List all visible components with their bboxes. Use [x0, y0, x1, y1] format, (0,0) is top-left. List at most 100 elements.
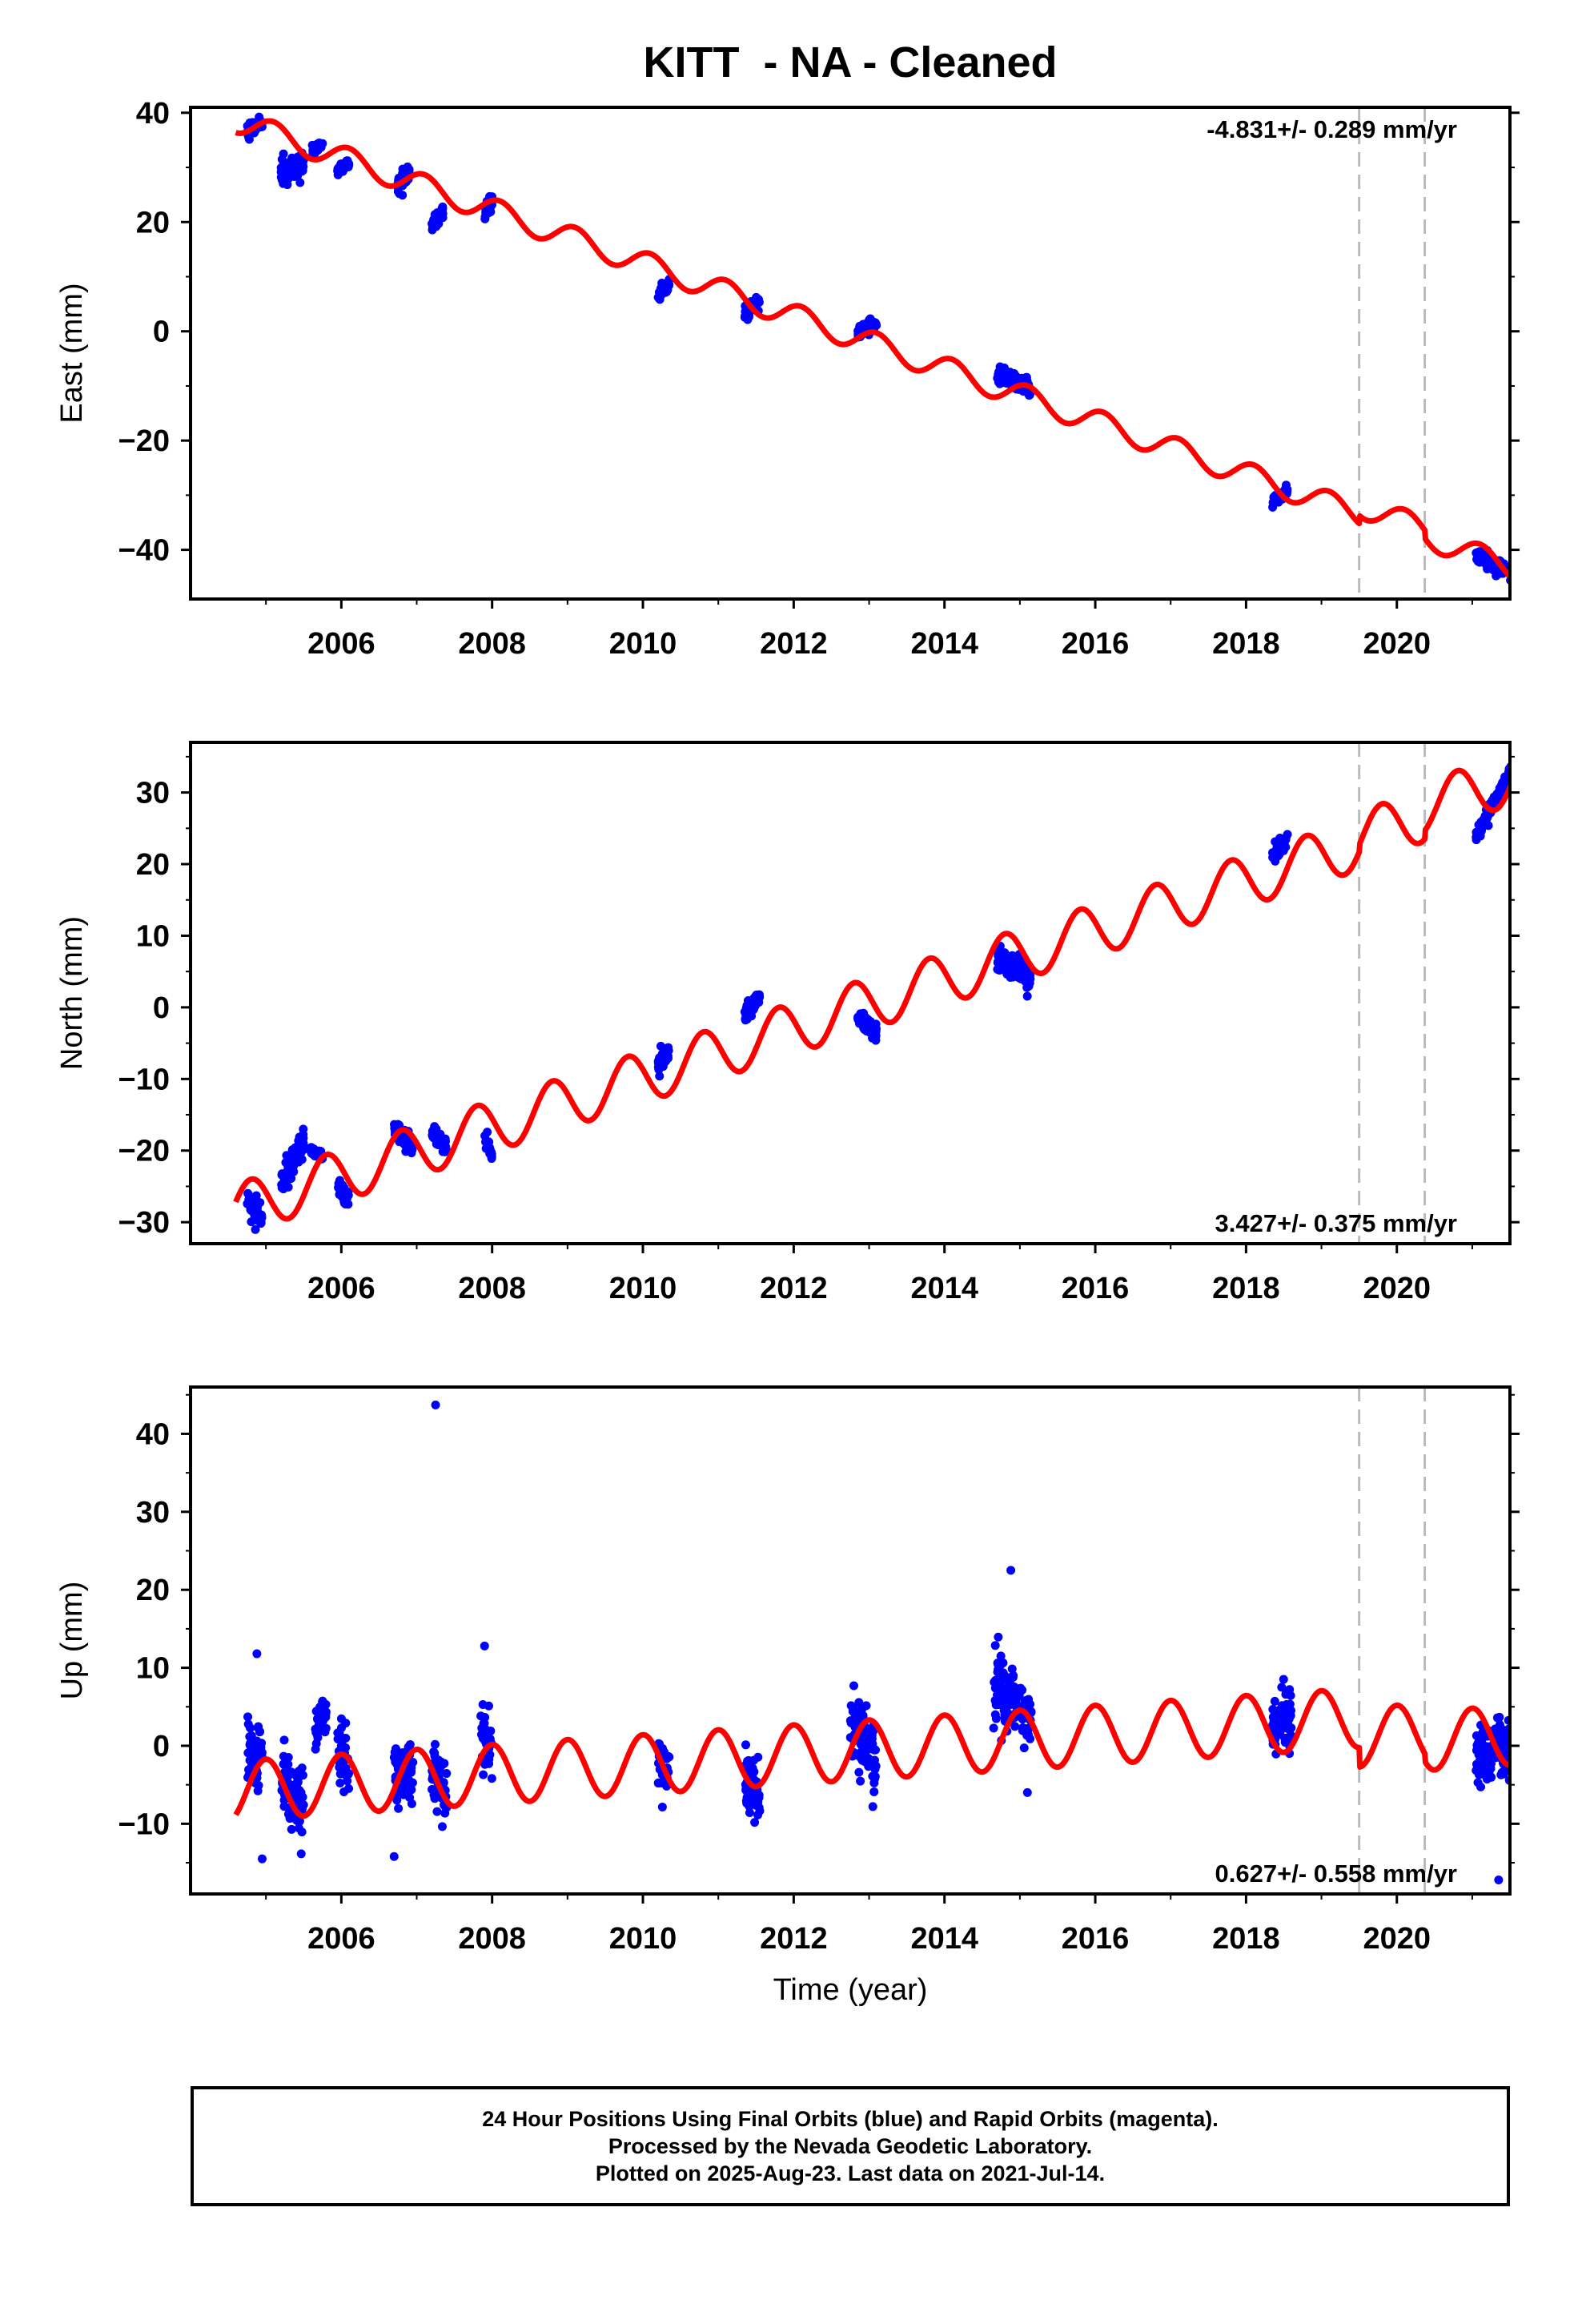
up-point	[430, 1739, 440, 1749]
east-point	[1269, 497, 1279, 507]
up-y-tick-label: 0	[153, 1730, 170, 1763]
up-y-tick-label: −10	[118, 1807, 170, 1841]
up-point	[996, 1660, 1006, 1670]
east-point	[995, 372, 1005, 381]
footer-line-3: Plotted on 2025-Aug-23. Last data on 202…	[595, 2161, 1106, 2185]
north-y-tick-label: 30	[136, 777, 170, 810]
up-point	[1478, 1727, 1488, 1737]
up-point	[656, 1778, 666, 1787]
up-point	[1280, 1733, 1290, 1743]
north-point	[337, 1185, 347, 1195]
up-point	[999, 1703, 1009, 1712]
up-point	[405, 1780, 415, 1790]
east-point	[287, 153, 297, 163]
north-point	[283, 1182, 293, 1192]
north-data-points	[243, 762, 1510, 1234]
north-point	[662, 1043, 672, 1053]
up-point	[1473, 1778, 1483, 1787]
north-y-tick-label: 20	[136, 848, 170, 882]
up-point	[991, 1697, 1001, 1707]
north-point	[297, 1155, 307, 1164]
up-point	[994, 1632, 1003, 1642]
up-point	[869, 1755, 879, 1765]
footer-caption: 24 Hour Positions Using Final Orbits (bl…	[191, 2086, 1510, 2206]
up-point	[243, 1712, 253, 1722]
north-x-tick-label: 2006	[307, 1272, 375, 1305]
up-point	[389, 1852, 399, 1861]
north-x-tick-label: 2008	[458, 1272, 526, 1305]
north-point	[406, 1142, 416, 1152]
up-point	[990, 1641, 1000, 1651]
up-point	[392, 1795, 402, 1805]
up-point	[279, 1802, 289, 1811]
up-point	[1000, 1686, 1010, 1695]
up-plot-frame	[189, 1385, 1512, 1896]
north-point	[343, 1200, 353, 1209]
up-point	[1019, 1743, 1029, 1753]
up-point	[479, 1770, 488, 1779]
up-point	[297, 1803, 307, 1813]
up-point	[1501, 1741, 1510, 1751]
up-point	[998, 1668, 1008, 1678]
north-point	[247, 1192, 257, 1202]
up-panel: −10 0 10 20 30 40 2006 2008 2010 2012 2014 2016 2018…	[55, 1385, 1520, 1956]
up-x-tick-label: 2010	[609, 1922, 677, 1956]
figure-title: KITT - NA - Cleaned	[643, 38, 1057, 86]
up-point	[335, 1758, 344, 1767]
east-y-axis-label: East (mm)	[55, 283, 89, 423]
east-x-tick-label: 2008	[458, 627, 526, 661]
up-point	[989, 1723, 998, 1733]
up-point	[1279, 1675, 1288, 1684]
north-point	[863, 1025, 873, 1035]
east-point	[279, 158, 289, 167]
up-point	[247, 1731, 256, 1741]
east-point	[481, 209, 491, 219]
up-point	[480, 1759, 490, 1769]
east-rate-label: -4.831+/- 0.289 mm/yr	[1207, 115, 1457, 143]
up-point	[1018, 1715, 1027, 1724]
up-x-tick-label: 2014	[910, 1922, 978, 1956]
east-point	[309, 145, 319, 155]
up-x-tick-label: 2008	[458, 1922, 526, 1956]
up-point	[990, 1710, 1000, 1719]
north-y-tick-label: −10	[118, 1063, 170, 1096]
up-point	[295, 1786, 304, 1795]
north-point	[1269, 852, 1279, 862]
up-point	[257, 1854, 267, 1864]
east-x-tick-label: 2012	[760, 627, 828, 661]
east-y-tick-label: −20	[118, 424, 170, 458]
up-model-curve	[233, 1687, 1510, 1819]
up-point	[1006, 1686, 1016, 1695]
east-point	[343, 159, 352, 169]
up-point	[394, 1803, 404, 1813]
up-x-tick-label: 2006	[307, 1922, 375, 1956]
up-point	[296, 1849, 306, 1859]
up-point	[294, 1823, 303, 1833]
north-x-tick-label: 2018	[1212, 1272, 1280, 1305]
up-x-tick-label: 2012	[760, 1922, 828, 1956]
up-point	[864, 1762, 873, 1771]
east-x-tick-label: 2010	[609, 627, 677, 661]
north-point	[251, 1224, 260, 1234]
east-point	[395, 189, 404, 199]
footer-line-1: 24 Hour Positions Using Final Orbits (bl…	[482, 2107, 1219, 2131]
up-point	[311, 1739, 321, 1748]
up-point	[336, 1714, 346, 1723]
up-point	[429, 1790, 439, 1799]
up-point	[391, 1744, 400, 1754]
up-point	[1496, 1723, 1506, 1733]
north-point	[1021, 966, 1030, 975]
up-point	[405, 1739, 415, 1749]
up-point	[281, 1761, 291, 1771]
up-point	[1495, 1712, 1504, 1722]
north-point	[1022, 991, 1032, 1001]
north-point	[255, 1198, 265, 1208]
north-model-curve	[233, 767, 1510, 1222]
east-model-curve	[233, 118, 1510, 581]
north-point	[307, 1144, 317, 1154]
up-point	[849, 1681, 858, 1691]
up-point	[845, 1716, 855, 1726]
north-point	[1022, 983, 1032, 992]
north-point	[286, 1152, 295, 1162]
